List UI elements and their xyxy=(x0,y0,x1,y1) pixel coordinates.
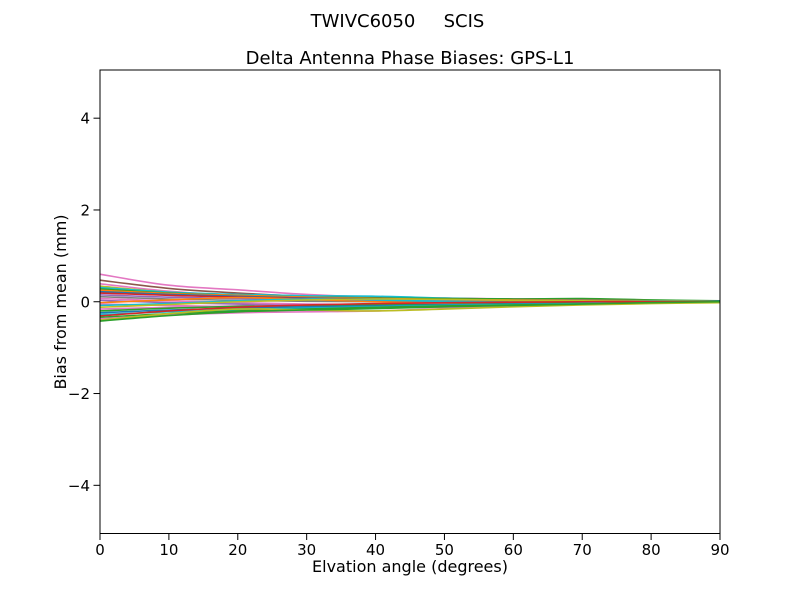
series-lines xyxy=(99,273,721,322)
plot-border xyxy=(99,69,721,534)
x-tick-label: 70 xyxy=(573,541,592,559)
x-tick-label: 0 xyxy=(95,541,105,559)
x-tick-label: 90 xyxy=(710,541,729,559)
y-axis-label: Bias from mean (mm) xyxy=(51,214,70,389)
x-tick-label: 10 xyxy=(159,541,178,559)
x-axis-label: Elvation angle (degrees) xyxy=(312,557,508,576)
axes-title: Delta Antenna Phase Biases: GPS-L1 xyxy=(246,48,575,69)
bias-line xyxy=(99,300,720,317)
figure-title-left: TWIVC6050 xyxy=(310,11,416,32)
x-tick-label: 50 xyxy=(435,541,454,559)
bias-line xyxy=(99,301,721,321)
y-tick-label: 2 xyxy=(80,201,90,219)
x-tick-label: 60 xyxy=(504,541,523,559)
bias-line xyxy=(99,300,721,322)
x-tick-label: 20 xyxy=(228,541,247,559)
y-tick-label: −4 xyxy=(68,477,90,495)
y-tick-label: 4 xyxy=(80,110,90,128)
y-tick-label: −2 xyxy=(68,385,90,403)
x-tick-label: 30 xyxy=(297,541,316,559)
y-tick-label: 0 xyxy=(80,293,90,311)
y-axis-ticks: −4 −2 0 2 4 xyxy=(68,110,100,495)
x-tick-label: 40 xyxy=(366,541,385,559)
x-axis-ticks: 0 10 20 30 40 50 60 70 80 90 xyxy=(95,533,730,559)
figure-title-right: SCIS xyxy=(444,11,485,32)
x-tick-label: 80 xyxy=(642,541,661,559)
